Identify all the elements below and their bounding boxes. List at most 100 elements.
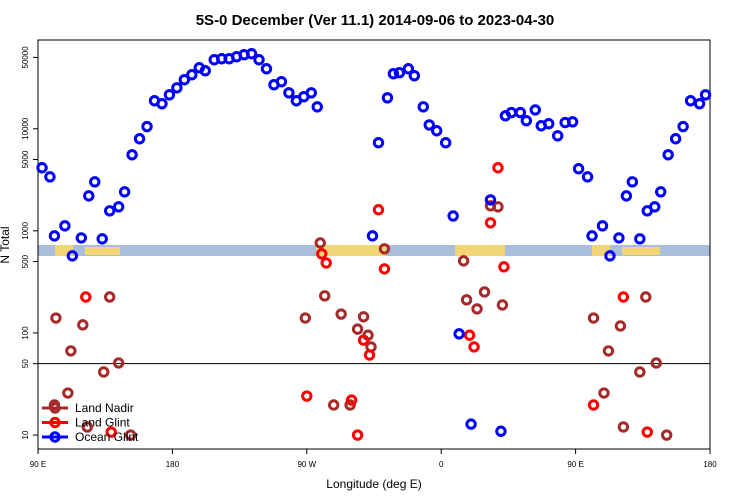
point xyxy=(178,74,191,86)
point xyxy=(662,149,674,161)
point xyxy=(156,97,168,110)
point xyxy=(453,328,465,340)
point xyxy=(614,320,627,332)
legend-marker xyxy=(49,416,61,429)
point xyxy=(650,357,662,369)
y-tick-label: 50000 xyxy=(21,46,30,69)
point xyxy=(372,204,385,216)
y-tick-label: 500 xyxy=(21,254,30,268)
point xyxy=(596,220,609,232)
point xyxy=(103,291,116,303)
point xyxy=(357,311,370,323)
point xyxy=(36,162,48,174)
point xyxy=(460,294,473,306)
point xyxy=(199,65,211,77)
point xyxy=(62,387,74,399)
y-tick-label: 5000 xyxy=(21,150,30,168)
point xyxy=(351,429,364,441)
y-tick-label: 1000 xyxy=(21,221,30,239)
point xyxy=(649,201,661,213)
x-tick-label: 90 E xyxy=(30,460,46,469)
point xyxy=(417,101,429,113)
point xyxy=(171,82,183,94)
point xyxy=(112,201,125,213)
point xyxy=(245,48,258,60)
point xyxy=(520,114,533,127)
point xyxy=(447,210,459,222)
point xyxy=(566,116,579,128)
point xyxy=(81,421,93,433)
point xyxy=(581,171,594,183)
point xyxy=(118,186,131,198)
point xyxy=(345,394,358,406)
point xyxy=(378,263,391,275)
point xyxy=(75,232,88,244)
point xyxy=(372,137,385,149)
point xyxy=(80,291,92,303)
legend-label: Land Nadir xyxy=(75,401,134,415)
point xyxy=(301,390,313,402)
point xyxy=(387,68,400,80)
x-axis-label: Longitude (deg E) xyxy=(326,477,421,491)
point xyxy=(699,89,712,101)
legend-marker xyxy=(49,402,61,414)
surface-band xyxy=(38,245,710,256)
point xyxy=(423,119,435,131)
point xyxy=(351,323,364,335)
land-strip xyxy=(55,245,73,256)
point xyxy=(529,104,541,116)
point xyxy=(640,291,652,303)
point xyxy=(112,357,125,369)
point xyxy=(551,130,564,142)
point xyxy=(617,291,630,303)
point xyxy=(163,89,176,101)
x-tick-label: 180 xyxy=(166,460,180,469)
point xyxy=(260,63,273,75)
x-tick-label: 90 E xyxy=(567,460,583,469)
point xyxy=(655,186,667,198)
point xyxy=(613,232,625,244)
point xyxy=(602,345,615,357)
y-tick-label: 100 xyxy=(21,326,30,340)
point xyxy=(634,233,646,245)
point xyxy=(543,118,555,130)
point xyxy=(484,217,497,229)
point xyxy=(484,194,497,206)
point xyxy=(463,329,476,341)
land-strip xyxy=(592,245,610,256)
point xyxy=(471,303,483,315)
point xyxy=(316,248,328,260)
plot-frame xyxy=(37,39,711,450)
point xyxy=(311,101,323,113)
legend-marker xyxy=(49,431,61,443)
point xyxy=(514,106,527,119)
point xyxy=(408,69,421,82)
point xyxy=(617,421,630,433)
y-axis-label: N Total xyxy=(0,226,12,263)
point xyxy=(677,120,689,133)
point xyxy=(50,312,62,324)
point xyxy=(103,205,116,217)
point xyxy=(98,366,110,378)
point xyxy=(105,426,117,438)
point xyxy=(133,133,146,145)
x-tick-label: 180 xyxy=(703,460,717,469)
point xyxy=(96,233,108,245)
point xyxy=(320,257,332,269)
point xyxy=(634,366,646,378)
point xyxy=(327,399,340,411)
point xyxy=(363,349,376,361)
y-tick-label: 50 xyxy=(21,359,30,368)
x-tick-label: 0 xyxy=(439,460,444,469)
point xyxy=(620,190,633,202)
point xyxy=(59,220,71,232)
point xyxy=(319,290,331,302)
point xyxy=(468,341,480,353)
point xyxy=(465,418,477,430)
point xyxy=(604,250,616,262)
legend-label: Ocean Glint xyxy=(75,430,139,444)
point xyxy=(65,345,77,357)
point xyxy=(44,171,56,183)
point xyxy=(366,230,379,242)
point xyxy=(299,312,312,324)
